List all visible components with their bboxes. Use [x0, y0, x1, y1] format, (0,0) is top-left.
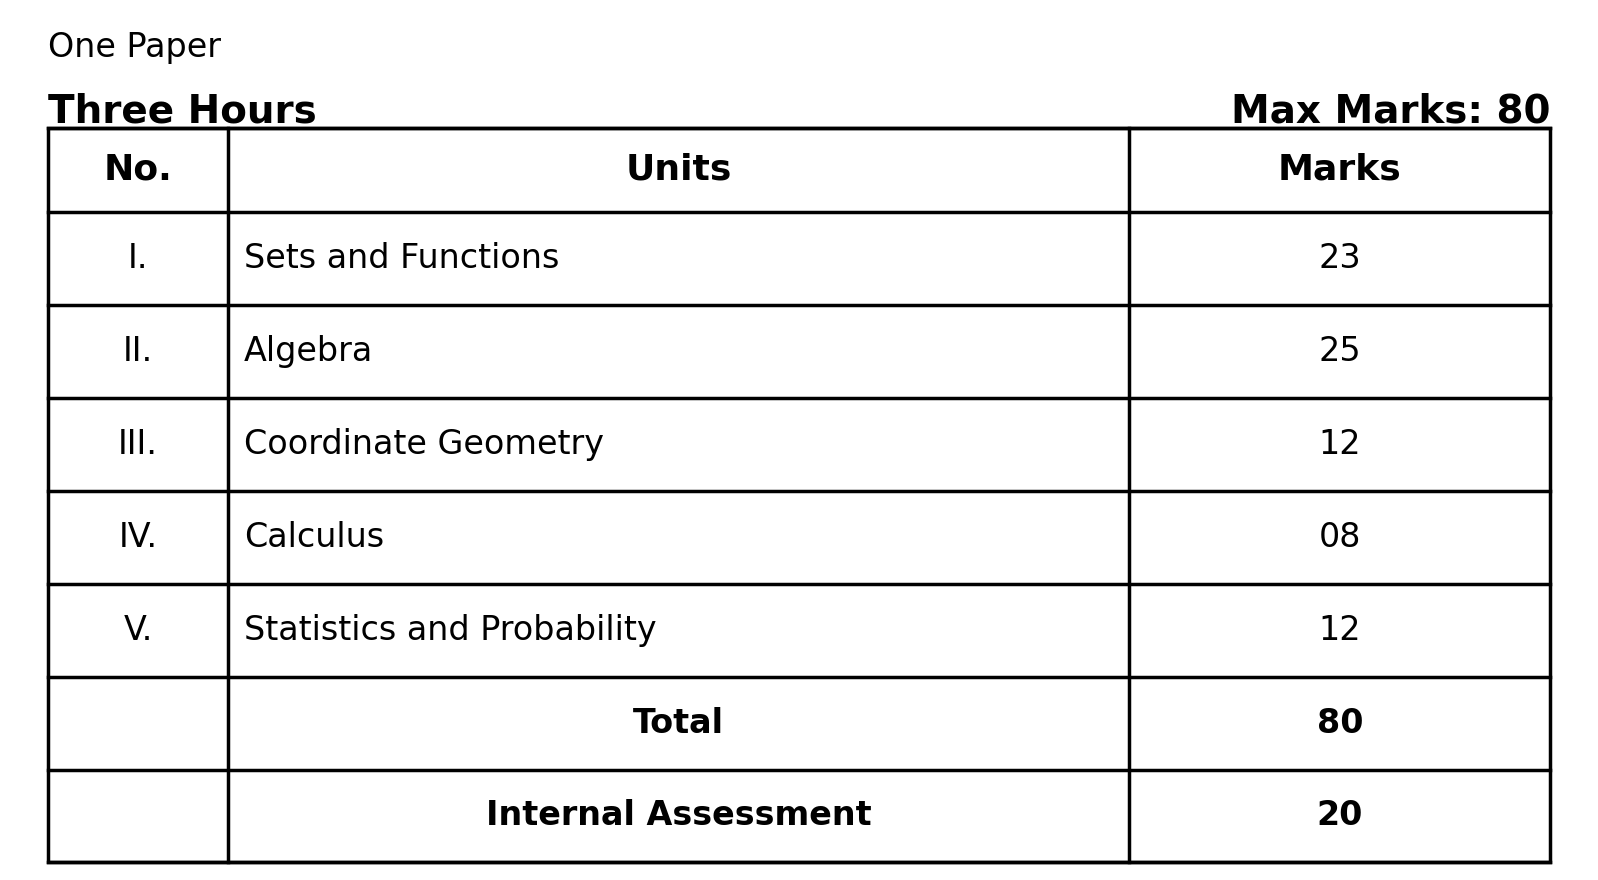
Text: Algebra: Algebra: [244, 335, 374, 368]
Text: IV.: IV.: [118, 521, 158, 554]
Text: One Paper: One Paper: [48, 31, 221, 64]
Text: Three Hours: Three Hours: [48, 92, 316, 130]
Text: Units: Units: [626, 153, 732, 187]
Text: Marks: Marks: [1278, 153, 1401, 187]
Text: 12: 12: [1318, 428, 1361, 461]
Text: Statistics and Probability: Statistics and Probability: [244, 613, 657, 647]
Text: 08: 08: [1318, 521, 1361, 554]
Text: Coordinate Geometry: Coordinate Geometry: [244, 428, 604, 461]
Text: Sets and Functions: Sets and Functions: [244, 242, 559, 275]
Text: III.: III.: [118, 428, 158, 461]
Text: Calculus: Calculus: [244, 521, 384, 554]
Text: 80: 80: [1317, 707, 1363, 739]
Text: V.: V.: [123, 613, 153, 647]
Text: Max Marks: 80: Max Marks: 80: [1230, 92, 1550, 130]
Text: 20: 20: [1317, 799, 1363, 832]
Text: I.: I.: [128, 242, 149, 275]
Text: II.: II.: [123, 335, 153, 368]
Text: 12: 12: [1318, 613, 1361, 647]
Text: 25: 25: [1318, 335, 1361, 368]
Text: Internal Assessment: Internal Assessment: [486, 799, 871, 832]
Text: Total: Total: [633, 707, 724, 739]
Text: No.: No.: [104, 153, 173, 187]
Text: 23: 23: [1318, 242, 1361, 275]
